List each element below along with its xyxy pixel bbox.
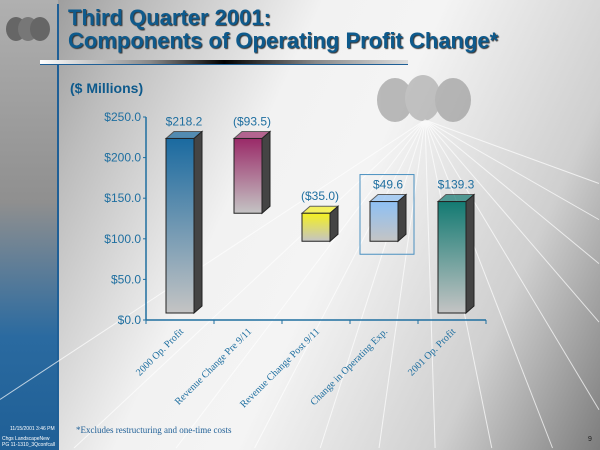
background-ray — [378, 119, 426, 449]
data-label: ($93.5) — [233, 114, 271, 128]
background-ray — [424, 119, 600, 184]
y-tick-label: $200.0 — [104, 151, 141, 165]
x-tick-label: Revenue Change Pre 9/11 — [173, 326, 254, 407]
page-title: Third Quarter 2001: Components of Operati… — [68, 6, 498, 52]
bar — [233, 137, 263, 214]
y-tick-label: $150.0 — [104, 191, 141, 205]
background-ray — [0, 119, 426, 400]
title-line-1: Third Quarter 2001: — [68, 5, 271, 30]
highlight-box — [359, 174, 415, 255]
title-underline — [40, 60, 408, 65]
background-ray — [424, 119, 600, 323]
units-label: ($ Millions) — [70, 80, 144, 96]
data-label: $218.2 — [166, 114, 203, 128]
page-number: 9 — [588, 436, 592, 443]
background-ray — [424, 119, 600, 221]
x-tick-label: 2000 Op. Profit — [134, 326, 186, 378]
bar-side — [193, 130, 203, 315]
bar-side — [397, 193, 407, 243]
bar — [437, 201, 467, 314]
data-label: ($35.0) — [301, 189, 339, 203]
date-stamp: 11/15/2001 3:46 PM — [10, 426, 55, 432]
title-line-2: Components of Operating Profit Change* — [68, 28, 499, 53]
file-name-1: Chgs LandscapeNew — [2, 436, 50, 442]
file-name-2: PG 11-1310_3Qconfcall — [2, 442, 55, 448]
data-label: $49.6 — [373, 178, 403, 192]
y-tick-label: $250.0 — [104, 110, 141, 124]
background-ray — [424, 119, 600, 264]
bar — [369, 201, 399, 242]
bar — [301, 212, 331, 242]
x-tick-label: 2001 Op. Profit — [406, 326, 458, 378]
background-ray — [424, 119, 553, 449]
background-ray — [254, 119, 426, 449]
left-sidebar-band — [0, 0, 58, 450]
y-tick-label: $100.0 — [104, 232, 141, 246]
x-tick-label: Change in Operating Exp. — [309, 326, 391, 408]
bar-side — [465, 193, 475, 315]
footnote: *Excludes restructuring and one-time cos… — [76, 425, 232, 435]
company-logo — [4, 14, 52, 49]
background-ray — [424, 119, 600, 411]
y-tick-label: $0.0 — [118, 313, 142, 327]
background-ray — [175, 119, 426, 449]
y-tick-label: $50.0 — [111, 272, 141, 286]
vertical-divider — [57, 4, 59, 450]
background-ray — [424, 119, 436, 449]
bar — [165, 137, 195, 314]
globe-watermark-icon — [377, 75, 471, 122]
data-label: $139.3 — [438, 178, 475, 192]
bar-side — [261, 130, 271, 215]
